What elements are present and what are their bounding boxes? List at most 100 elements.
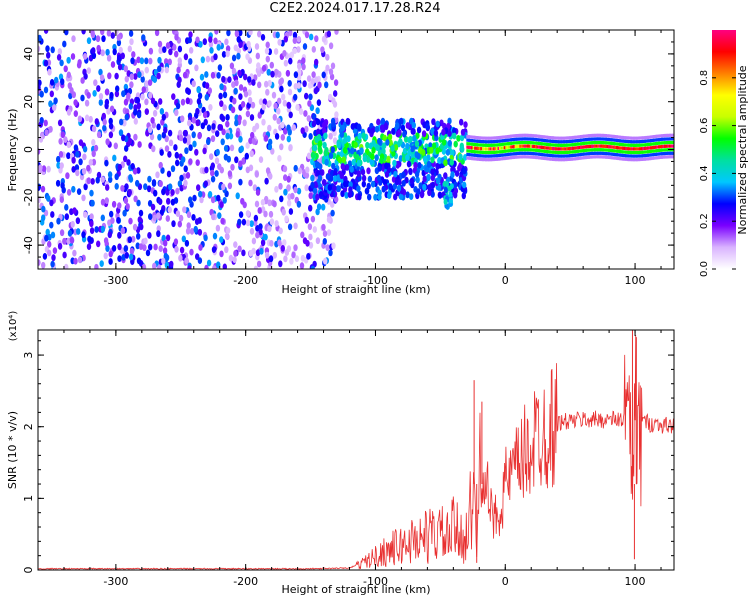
spectrogram-cell bbox=[661, 134, 664, 138]
spectrogram-cell bbox=[603, 133, 606, 138]
spectrogram-cell bbox=[330, 146, 335, 154]
spectrogram-cell bbox=[569, 157, 572, 161]
spectrogram-cell bbox=[385, 139, 390, 146]
spectrogram-cell bbox=[426, 160, 432, 168]
spectrogram-cell bbox=[266, 68, 271, 76]
spectrogram-cell bbox=[567, 157, 570, 161]
spectrogram-cell bbox=[556, 158, 559, 162]
spectrogram-cell bbox=[356, 123, 362, 131]
spectrogram-cell bbox=[135, 97, 141, 104]
spectrogram-cell bbox=[477, 139, 480, 143]
spectrogram-cell bbox=[503, 138, 506, 143]
spectrogram-cell bbox=[83, 73, 88, 80]
spectrogram-cell bbox=[636, 154, 639, 158]
spectrogram-cell bbox=[312, 226, 317, 233]
spectrogram-cell bbox=[586, 148, 589, 152]
spectrogram-cell bbox=[597, 148, 600, 152]
spectrogram-cell bbox=[619, 153, 622, 157]
spectrogram-cell bbox=[147, 126, 153, 134]
spectrogram-cell bbox=[274, 68, 279, 76]
spectrogram-cell bbox=[626, 136, 629, 140]
spectrogram-cell bbox=[156, 225, 161, 233]
spectrogram-cell bbox=[536, 148, 539, 152]
spectrogram-cell bbox=[269, 218, 275, 226]
spectrogram-cell bbox=[280, 121, 285, 129]
spectrogram-cell bbox=[170, 198, 176, 206]
spectrogram-cell bbox=[495, 150, 498, 154]
spectrogram-cell bbox=[654, 145, 657, 149]
spectrogram-cell bbox=[544, 139, 547, 143]
spectrogram-cell bbox=[527, 141, 530, 145]
spectrogram-cell bbox=[580, 145, 583, 149]
spectrogram-cell bbox=[623, 146, 626, 150]
spectrogram-cell bbox=[105, 184, 110, 191]
spectrogram-cell bbox=[553, 136, 556, 140]
spectrogram-cell bbox=[292, 37, 297, 44]
spectrogram-cell bbox=[525, 151, 528, 155]
spectrogram-cell bbox=[278, 260, 283, 268]
spectrogram-cell bbox=[231, 67, 237, 75]
spectrogram-cell bbox=[500, 150, 503, 154]
spectrogram-cell bbox=[604, 155, 607, 159]
spectrogram-cell bbox=[406, 160, 412, 168]
spectrogram-cell bbox=[94, 263, 99, 269]
spectrogram-cell bbox=[249, 220, 254, 228]
spectrogram-cell bbox=[332, 137, 338, 145]
spectrogram-cell bbox=[471, 146, 474, 150]
spectrogram-cell bbox=[296, 82, 302, 89]
spectrogram-cell bbox=[502, 153, 505, 157]
spectrogram-cell bbox=[144, 66, 149, 74]
spectrogram-cell bbox=[664, 137, 667, 141]
spectrogram-cell bbox=[488, 143, 491, 147]
spectrogram-cell bbox=[55, 179, 61, 187]
spectrogram-cell bbox=[347, 160, 353, 168]
spectrogram-cell bbox=[626, 154, 629, 158]
spectrogram-cell bbox=[572, 135, 575, 140]
spectrogram-cell bbox=[49, 79, 55, 86]
spectrogram-cell bbox=[667, 151, 670, 155]
spectrogram-cell bbox=[298, 108, 304, 115]
spectrogram-cell bbox=[103, 237, 109, 245]
spectrogram-cell bbox=[328, 68, 334, 76]
spectrogram-cell bbox=[78, 139, 84, 147]
spectrogram-cell bbox=[520, 151, 523, 155]
spectrogram-cell bbox=[463, 121, 468, 128]
spectrogram-cell bbox=[291, 251, 296, 259]
spectrogram-cell bbox=[653, 156, 656, 160]
spectrogram-cell bbox=[580, 156, 583, 160]
spectrogram-cell bbox=[239, 145, 244, 153]
spectrogram-cell bbox=[293, 164, 298, 172]
spectrogram-cell bbox=[127, 137, 133, 145]
spectrogram-cell bbox=[480, 147, 483, 151]
spectrogram-cell bbox=[637, 140, 640, 144]
spectrogram-cell bbox=[472, 146, 475, 150]
spectrogram-cell bbox=[552, 136, 555, 140]
spectrogram-cell bbox=[334, 196, 339, 203]
spectrogram-cell bbox=[642, 154, 645, 158]
spectrogram-cell bbox=[525, 137, 528, 141]
spectrogram-cell bbox=[500, 146, 503, 150]
spectrogram-cell bbox=[128, 253, 134, 261]
spectrogram-cell bbox=[527, 151, 530, 155]
spectrogram-cell bbox=[137, 71, 142, 78]
spectrogram-cell bbox=[91, 158, 97, 166]
spectrogram-cell bbox=[544, 156, 547, 161]
spectrogram-cell bbox=[665, 155, 668, 159]
spectrogram-cell bbox=[100, 49, 105, 57]
spectrogram-cell bbox=[59, 162, 64, 170]
spectrogram-cell bbox=[325, 64, 330, 72]
spectrogram-cell bbox=[261, 103, 266, 111]
spectrogram-cell bbox=[550, 143, 553, 147]
spectrogram-cell bbox=[431, 142, 437, 150]
spectrogram-cell bbox=[474, 146, 477, 150]
spectrogram-cell bbox=[619, 142, 622, 146]
spectrogram-cell bbox=[467, 135, 470, 139]
spectrogram-cell bbox=[628, 154, 631, 158]
spectrogram-cell bbox=[111, 200, 117, 208]
spectrogram-cell bbox=[615, 153, 618, 157]
spectrogram-cell bbox=[600, 141, 603, 145]
spectrogram-cell bbox=[207, 191, 213, 198]
spectrogram-cell bbox=[145, 249, 151, 257]
spectrogram-cell bbox=[629, 154, 632, 158]
spectrogram-cell bbox=[584, 141, 587, 145]
